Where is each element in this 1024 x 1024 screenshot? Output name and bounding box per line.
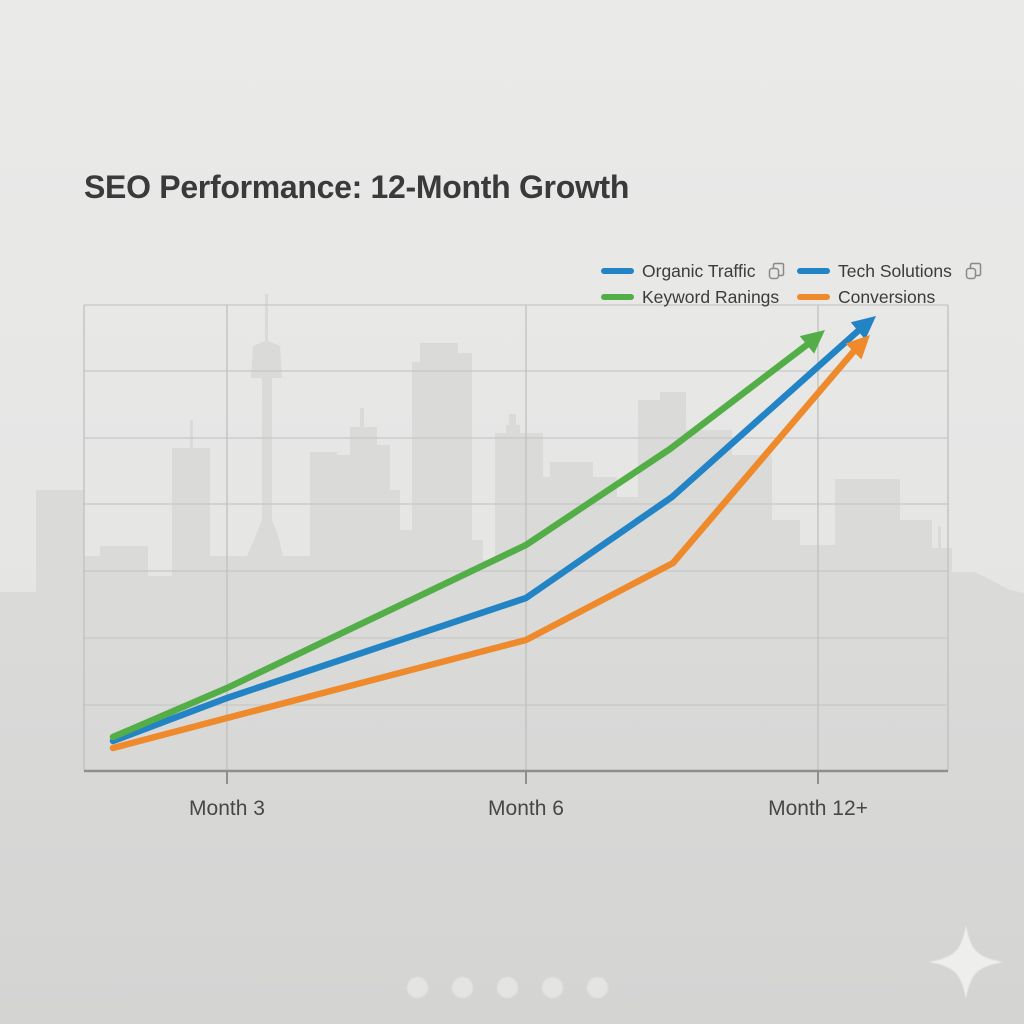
legend-item-tech-solutions: Tech Solutions	[797, 258, 984, 284]
legend-item-keyword-ranings: Keyword Ranings	[601, 284, 797, 310]
x-axis-label-month-12plus: Month 12+	[768, 797, 868, 820]
carousel-dot[interactable]	[497, 977, 518, 998]
sparkle-icon	[929, 925, 1003, 999]
legend-item-organic-traffic: Organic Traffic	[601, 258, 797, 284]
legend-label: Conversions	[838, 286, 936, 307]
legend-label: Organic Traffic	[642, 260, 756, 281]
legend-label: Tech Solutions	[838, 260, 952, 281]
carousel-dot[interactable]	[587, 977, 608, 998]
carousel-dot[interactable]	[542, 977, 563, 998]
legend-swatch	[797, 268, 830, 274]
x-axis-label-month-6: Month 6	[488, 797, 564, 820]
x-axis-label-month-3: Month 3	[189, 797, 265, 820]
legend-item-conversions: Conversions	[797, 284, 984, 310]
skyline-silhouette	[0, 294, 1024, 1024]
legend-label: Keyword Ranings	[642, 286, 780, 307]
legend-swatch	[797, 294, 830, 300]
carousel-dots	[407, 977, 608, 998]
chart-legend: Organic Traffic Tech Solutions Keyword R…	[601, 258, 984, 310]
copy-icon[interactable]	[768, 262, 787, 281]
carousel-dot[interactable]	[407, 977, 428, 998]
legend-swatch	[601, 268, 634, 274]
carousel-dot[interactable]	[452, 977, 473, 998]
copy-icon[interactable]	[965, 262, 984, 281]
chart-title: SEO Performance: 12-Month Growth	[84, 169, 630, 205]
legend-swatch	[601, 294, 634, 300]
